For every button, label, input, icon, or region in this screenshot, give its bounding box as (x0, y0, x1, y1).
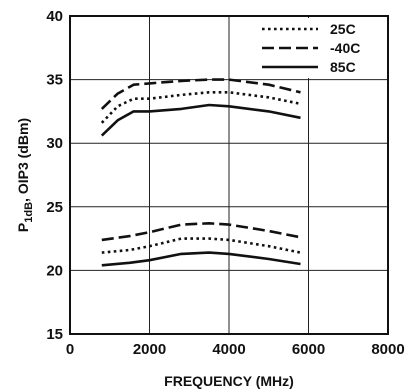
y-axis-title: P1dB, OIP3 (dBm) (15, 118, 35, 232)
y-axis-title-main: P (15, 223, 31, 232)
x-axis-title: FREQUENCY (MHz) (164, 373, 294, 389)
series-line-oip3-85c (100, 103, 301, 137)
series-line-oip3-minus40c (100, 78, 301, 110)
legend: 25C -40C 85C (250, 18, 384, 78)
y-axis-ticks: 15 20 25 30 35 40 (46, 8, 63, 343)
series-line-p1db-85c (101, 251, 301, 267)
x-tick-label: 6000 (292, 341, 325, 358)
legend-label: -40C (330, 40, 360, 56)
legend-label: 25C (330, 21, 356, 37)
series-line-oip3-25c (100, 91, 301, 124)
series-line-p1db-minus40c (101, 222, 301, 242)
y-tick-label: 30 (46, 135, 63, 152)
legend-items: 25C -40C 85C (262, 21, 360, 75)
y-axis-title-rest: , OIP3 (dBm) (15, 118, 31, 202)
y-tick-label: 15 (46, 326, 63, 343)
y-tick-label: 25 (46, 199, 63, 216)
y-tick-label: 20 (46, 262, 63, 279)
y-axis-title-subscript: 1dB (23, 202, 35, 223)
plot-frame (69, 15, 389, 335)
y-tick-label: 35 (46, 72, 63, 89)
x-axis-ticks: 0 2000 4000 6000 8000 (66, 341, 405, 358)
y-tick-label: 40 (46, 8, 63, 25)
legend-label: 85C (330, 59, 356, 75)
series-lines (100, 78, 301, 267)
x-tick-label: 0 (66, 341, 74, 358)
x-tick-label: 4000 (212, 341, 245, 358)
x-tick-label: 2000 (133, 341, 166, 358)
series-line-p1db-25c (101, 237, 301, 254)
x-tick-label: 8000 (371, 341, 404, 358)
